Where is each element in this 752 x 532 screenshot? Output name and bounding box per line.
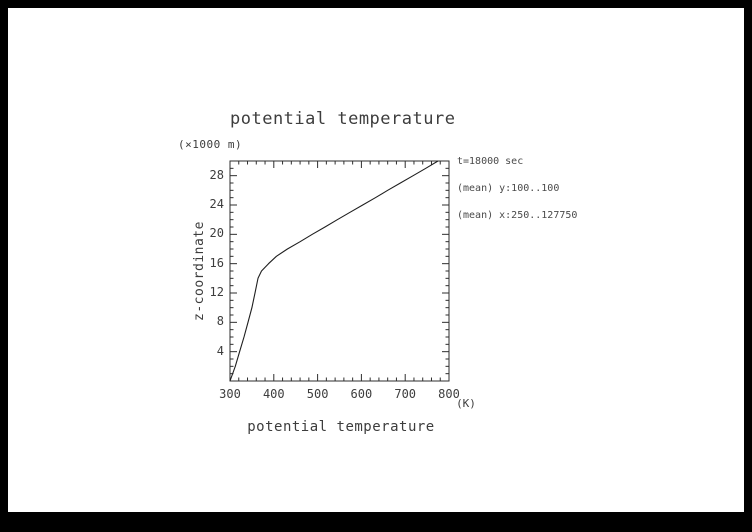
x-axis-units-label: (K) xyxy=(456,397,476,410)
y-tick-label-4: 4 xyxy=(216,343,224,358)
x-tick-label-300: 300 xyxy=(219,387,241,401)
plot-page xyxy=(8,8,744,512)
chart-title: potential temperature xyxy=(230,109,456,129)
y-tick-label-20: 20 xyxy=(209,226,224,241)
x-tick-label-700: 700 xyxy=(394,387,417,401)
annotation-time: t=18000 sec xyxy=(457,156,524,167)
y-axis-title: z-coordinate xyxy=(192,221,207,321)
profile-curve xyxy=(229,160,439,382)
y-tick-label-28: 28 xyxy=(209,167,224,182)
axes-frame xyxy=(229,160,450,382)
y-axis-units-label: (×1000 m) xyxy=(178,138,243,151)
y-tick-label-8: 8 xyxy=(216,314,224,329)
annotation-mean-x: (mean) x:250..127750 xyxy=(457,210,578,221)
x-tick-label-600: 600 xyxy=(350,387,373,401)
y-tick-label-24: 24 xyxy=(209,197,224,211)
x-tick-label-500: 500 xyxy=(306,387,329,401)
x-axis-title: potential temperature xyxy=(247,419,435,435)
x-tick-label-400: 400 xyxy=(262,387,285,401)
y-tick-label-16: 16 xyxy=(209,255,224,270)
annotation-mean-y: (mean) y:100..100 xyxy=(457,183,560,194)
y-tick-label-12: 12 xyxy=(209,285,224,299)
annotation-block: t=18000 sec (mean) y:100..100 (mean) x:2… xyxy=(457,155,577,223)
x-tick-label-800: 800 xyxy=(438,387,460,401)
